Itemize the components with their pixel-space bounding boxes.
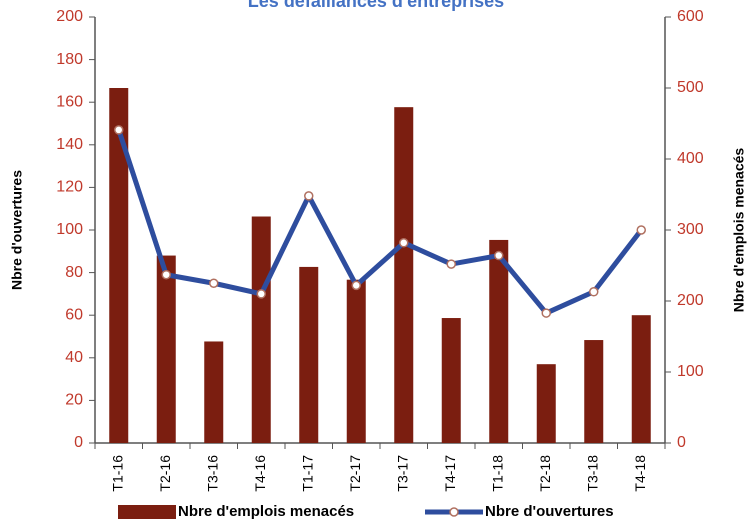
y2-tick-label: 200 xyxy=(677,292,704,309)
x-tick-label: T1-17 xyxy=(299,455,315,492)
point xyxy=(209,278,219,288)
y-tick-label: 200 xyxy=(56,8,83,25)
line xyxy=(116,129,644,316)
legend-marker xyxy=(449,507,459,517)
y2-tick-label: 100 xyxy=(677,363,704,380)
x-tick-label: T2-18 xyxy=(537,455,553,492)
x-tick-label: T1-16 xyxy=(109,455,125,492)
point xyxy=(351,280,361,291)
point xyxy=(256,289,266,299)
bar xyxy=(584,340,604,443)
x-tick-label: T2-17 xyxy=(347,455,363,492)
y2-tick-label: 400 xyxy=(677,150,704,167)
y-axis-label: Nbre d'ouvertures xyxy=(9,170,25,290)
y-tick-label: 160 xyxy=(56,93,83,110)
bar xyxy=(156,255,176,443)
y-tick-label: 80 xyxy=(65,264,83,281)
legend-label: Nbre d'emplois menacés xyxy=(178,503,354,520)
bar xyxy=(631,315,651,443)
y-tick-label: 100 xyxy=(56,221,83,238)
y2-tick-label: 500 xyxy=(677,79,704,96)
point xyxy=(446,259,456,269)
x-tick-label: T3-16 xyxy=(204,455,220,492)
bar xyxy=(441,318,461,443)
point xyxy=(636,225,646,235)
bar xyxy=(204,341,224,443)
x-tick-label: T4-18 xyxy=(632,455,648,492)
x-tick-label: T3-18 xyxy=(584,455,600,492)
point xyxy=(589,287,599,297)
bar xyxy=(346,279,366,443)
x-tick-label: T4-17 xyxy=(442,455,458,492)
bar xyxy=(394,107,414,444)
y2-tick-label: 600 xyxy=(677,8,704,25)
y-tick-label: 140 xyxy=(56,136,83,153)
y-tick-label: 180 xyxy=(56,51,83,68)
point xyxy=(114,125,124,135)
x-tick-label: T3-17 xyxy=(394,455,410,492)
point xyxy=(399,238,409,248)
y2-tick-label: 0 xyxy=(677,434,686,451)
x-tick-label: T1-18 xyxy=(489,455,505,492)
y-tick-label: 60 xyxy=(65,306,83,323)
legend-swatch xyxy=(118,505,176,519)
bar xyxy=(109,88,129,443)
point xyxy=(161,269,171,280)
bar xyxy=(251,216,271,443)
y2-axis-label: Nbre d'emplois menacés xyxy=(731,148,747,313)
y-tick-label: 40 xyxy=(65,349,83,366)
y-tick-label: 20 xyxy=(65,392,83,409)
x-tick-label: T2-16 xyxy=(157,455,173,492)
point xyxy=(541,308,551,318)
legend-label: Nbre d'ouvertures xyxy=(485,503,614,520)
point xyxy=(494,250,504,261)
bar xyxy=(536,364,556,443)
y-tick-label: 120 xyxy=(56,179,83,196)
x-tick-label: T4-16 xyxy=(252,455,268,492)
chart-title: Les défaillances d'entreprises xyxy=(248,0,504,11)
y-tick-label: 0 xyxy=(74,434,83,451)
bar xyxy=(299,266,319,443)
bar xyxy=(489,239,509,443)
y2-tick-label: 300 xyxy=(677,221,704,238)
point xyxy=(304,191,314,201)
